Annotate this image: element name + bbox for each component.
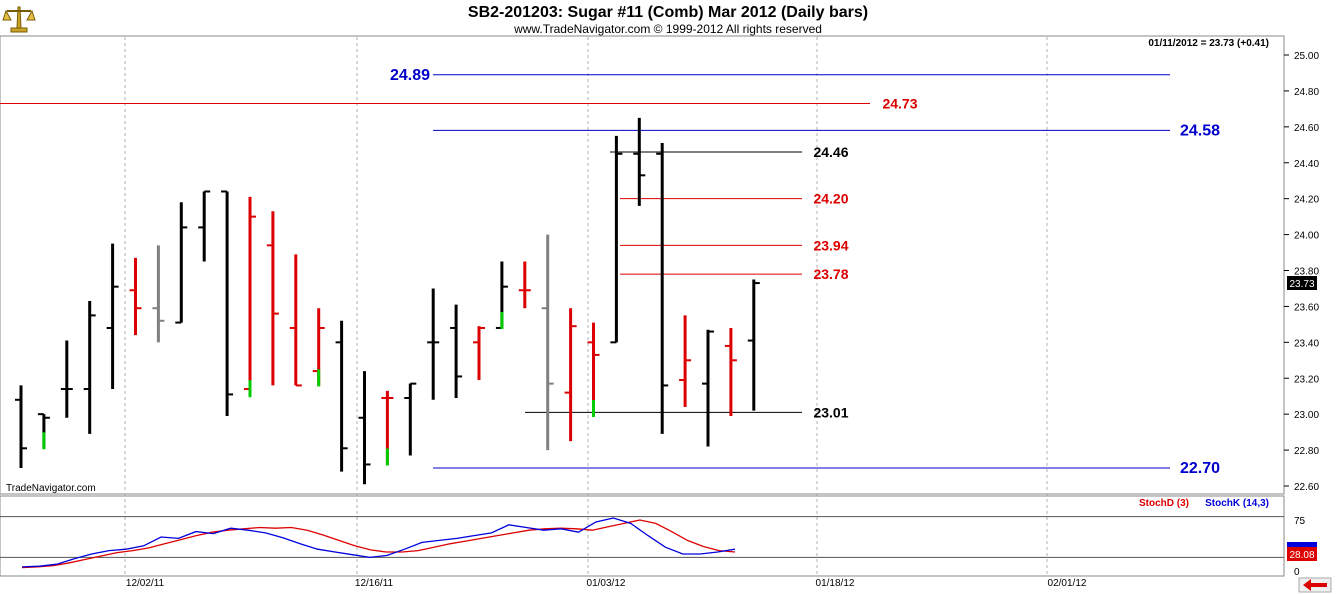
ohlc-bar xyxy=(175,202,188,324)
last-price-box xyxy=(1287,276,1317,290)
ohlc-bar xyxy=(15,385,27,469)
date-tick-label: 02/01/12 xyxy=(1048,578,1087,589)
chart-title: SB2-201203: Sugar #11 (Comb) Mar 2012 (D… xyxy=(468,4,868,21)
last-price-label: 23.73 xyxy=(1289,279,1314,290)
ohlc-bar xyxy=(587,322,600,417)
stochd-value-box xyxy=(1287,547,1317,561)
date-axis: 12/02/11 12/16/11 01/03/12 01/18/12 02/01/12 xyxy=(126,578,1087,589)
ohlc-bar xyxy=(656,142,669,434)
level-lines: 24.89 24.73 24.58 24.46 24.20 23.94 23.78 23.01… xyxy=(0,67,1220,477)
price-tick-label: 23.80 xyxy=(1294,267,1319,278)
stochd-value-label: 28.08 xyxy=(1289,550,1314,561)
ohlc-bar xyxy=(152,245,165,343)
golden-scale-icon[interactable] xyxy=(2,4,36,34)
ohlc-bar xyxy=(358,371,371,485)
price-tick-label: 22.80 xyxy=(1294,446,1319,457)
ohlc-bar xyxy=(83,301,96,434)
stoch-series-line xyxy=(21,519,736,569)
level-label-23.78: 23.78 xyxy=(813,266,848,282)
price-tick-label: 25.00 xyxy=(1294,51,1319,62)
ohlc-bar xyxy=(633,117,646,206)
price-tick-label: 24.20 xyxy=(1294,195,1319,206)
left-arrow-icon[interactable] xyxy=(1298,577,1332,593)
ohlc-bars xyxy=(15,117,760,485)
level-label-24.89: 24.89 xyxy=(390,67,430,84)
ohlc-bar xyxy=(106,243,119,390)
ohlc-bar xyxy=(60,340,73,418)
level-label-23.01: 23.01 xyxy=(813,404,848,420)
date-tick-label: 12/02/11 xyxy=(126,578,165,589)
last-quote: 01/11/2012 = 23.73 (+0.41) xyxy=(1148,38,1269,49)
price-tick-label: 23.60 xyxy=(1294,302,1319,313)
copyright-text: www.TradeNavigator.com © 1999-2012 All r… xyxy=(513,22,822,36)
ohlc-bar xyxy=(495,261,508,329)
price-tick-label: 23.00 xyxy=(1294,410,1319,421)
watermark: TradeNavigator.com xyxy=(6,483,96,494)
ohlc-bar xyxy=(518,261,531,309)
ohlc-bar xyxy=(747,279,760,411)
ohlc-bar xyxy=(198,190,211,262)
ohlc-bar xyxy=(381,390,394,466)
ohlc-bar xyxy=(37,413,50,450)
price-tick-label: 23.20 xyxy=(1294,374,1319,385)
price-tick-label: 22.60 xyxy=(1294,482,1319,493)
price-tick-label: 24.80 xyxy=(1294,87,1319,98)
date-tick-label: 01/03/12 xyxy=(587,578,626,589)
price-tick-label: 23.40 xyxy=(1294,338,1319,349)
price-tick-label: 24.60 xyxy=(1294,123,1319,134)
legend-stochk: StochK (14,3) xyxy=(1205,498,1269,509)
ohlc-bar xyxy=(450,304,463,399)
ohlc-bar xyxy=(473,326,485,381)
stoch-tick-label: 0 xyxy=(1294,567,1300,578)
ohlc-bar xyxy=(221,190,234,416)
stoch-tick-label: 75 xyxy=(1294,516,1306,527)
level-label-24.73: 24.73 xyxy=(882,95,917,111)
date-tick-label: 01/18/12 xyxy=(816,578,855,589)
price-tick-label: 24.40 xyxy=(1294,159,1319,170)
ohlc-bar xyxy=(244,196,256,398)
date-tick-label: 12/16/11 xyxy=(355,578,394,589)
ohlc-bar xyxy=(679,315,692,407)
price-panel xyxy=(0,35,1285,495)
price-tick-label: 24.00 xyxy=(1294,231,1319,242)
ohlc-bar xyxy=(266,211,279,386)
ohlc-bar xyxy=(702,329,714,447)
price-axis: 25.00 24.80 24.60 24.40 24.20 24.00 23.80 23.60… xyxy=(1284,51,1319,493)
ohlc-bar xyxy=(541,234,554,451)
ohlc-bar xyxy=(564,308,577,442)
ohlc-bar xyxy=(129,257,142,336)
level-label-24.58: 24.58 xyxy=(1180,122,1220,139)
stochastic-panel xyxy=(0,495,1285,577)
stochastic-lines xyxy=(21,517,736,569)
stochk-marker xyxy=(1287,542,1317,547)
stoch-series-line xyxy=(21,517,736,568)
stochastic-axis: 75 0 xyxy=(0,516,1306,578)
ohlc-bar xyxy=(335,320,348,472)
level-label-23.94: 23.94 xyxy=(813,237,848,253)
legend-stochd: StochD (3) xyxy=(1139,498,1189,509)
ohlc-bar xyxy=(312,308,325,387)
ohlc-bar xyxy=(404,382,417,456)
level-label-24.46: 24.46 xyxy=(813,144,848,160)
level-label-24.20: 24.20 xyxy=(813,191,848,207)
ohlc-bar xyxy=(289,254,302,387)
level-label-22.70: 22.70 xyxy=(1180,460,1220,477)
ohlc-bar xyxy=(724,327,737,416)
ohlc-bar xyxy=(610,135,623,344)
ohlc-bar xyxy=(427,288,440,400)
